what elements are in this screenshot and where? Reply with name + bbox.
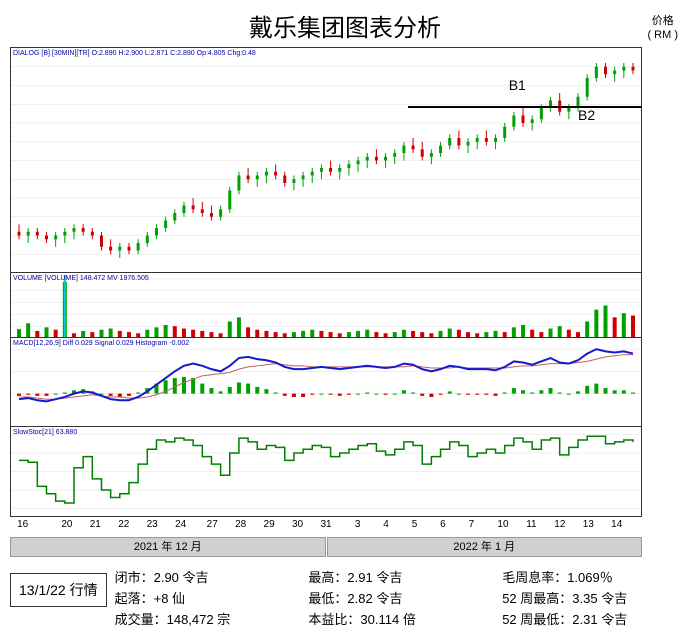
- month-right: 2022 年 1 月: [327, 537, 643, 557]
- info-section: 13/1/22 行情 闭市：2.90 令吉最高：2.91 令吉毛周息率：1.06…: [0, 563, 690, 632]
- chart-title: 戴乐集团图表分析: [0, 0, 690, 47]
- xaxis-ticks: 1620212223242728293031345671011121314: [10, 517, 642, 535]
- date-box: 13/1/22 行情: [10, 573, 107, 607]
- stoch-panel: SlowStoc[21] 63.880 -100-50050100: [11, 427, 641, 516]
- info-item: 52 周最低：2.31 令吉: [502, 609, 680, 628]
- info-item: 成交量：148,472 宗: [115, 609, 293, 628]
- volume-panel: VOLUME [VOLUME] 148.472 MV 1976.505 20K4…: [11, 273, 641, 339]
- price-panel-label: DIALOG [B] [30MIN][TR] O:2.890 H:2.900 L…: [13, 50, 256, 57]
- chart-area: DIALOG [B] [30MIN][TR] O:2.890 H:2.900 L…: [10, 47, 642, 517]
- chart-container: 戴乐集团图表分析 价格 ( RM ) DIALOG [B] [30MIN][TR…: [0, 0, 690, 610]
- yaxis-label: 价格 ( RM ): [647, 14, 678, 43]
- info-grid: 闭市：2.90 令吉最高：2.91 令吉毛周息率：1.069％ 起落：+8 仙最低…: [115, 567, 680, 628]
- info-item: 最高：2.91 令吉: [308, 567, 486, 586]
- info-item: 52 周最高：3.35 令吉: [502, 588, 680, 607]
- macd-panel: MACD[12,26,9] Diff 0.029 Signal 0.029 Hi…: [11, 338, 641, 427]
- info-item: 闭市：2.90 令吉: [115, 567, 293, 586]
- info-item: 毛周息率：1.069％: [502, 567, 680, 586]
- info-item: 本益比：30.114 倍: [308, 609, 486, 628]
- stoch-panel-label: SlowStoc[21] 63.880: [13, 429, 77, 436]
- month-bar: 2021 年 12 月 2022 年 1 月: [10, 537, 642, 557]
- price-panel: DIALOG [B] [30MIN][TR] O:2.890 H:2.900 L…: [11, 48, 641, 273]
- volume-panel-label: VOLUME [VOLUME] 148.472 MV 1976.505: [13, 275, 149, 282]
- month-left: 2021 年 12 月: [10, 537, 326, 557]
- macd-panel-label: MACD[12,26,9] Diff 0.029 Signal 0.029 Hi…: [13, 340, 189, 347]
- info-item: 起落：+8 仙: [115, 588, 293, 607]
- info-item: 最低：2.82 令吉: [308, 588, 486, 607]
